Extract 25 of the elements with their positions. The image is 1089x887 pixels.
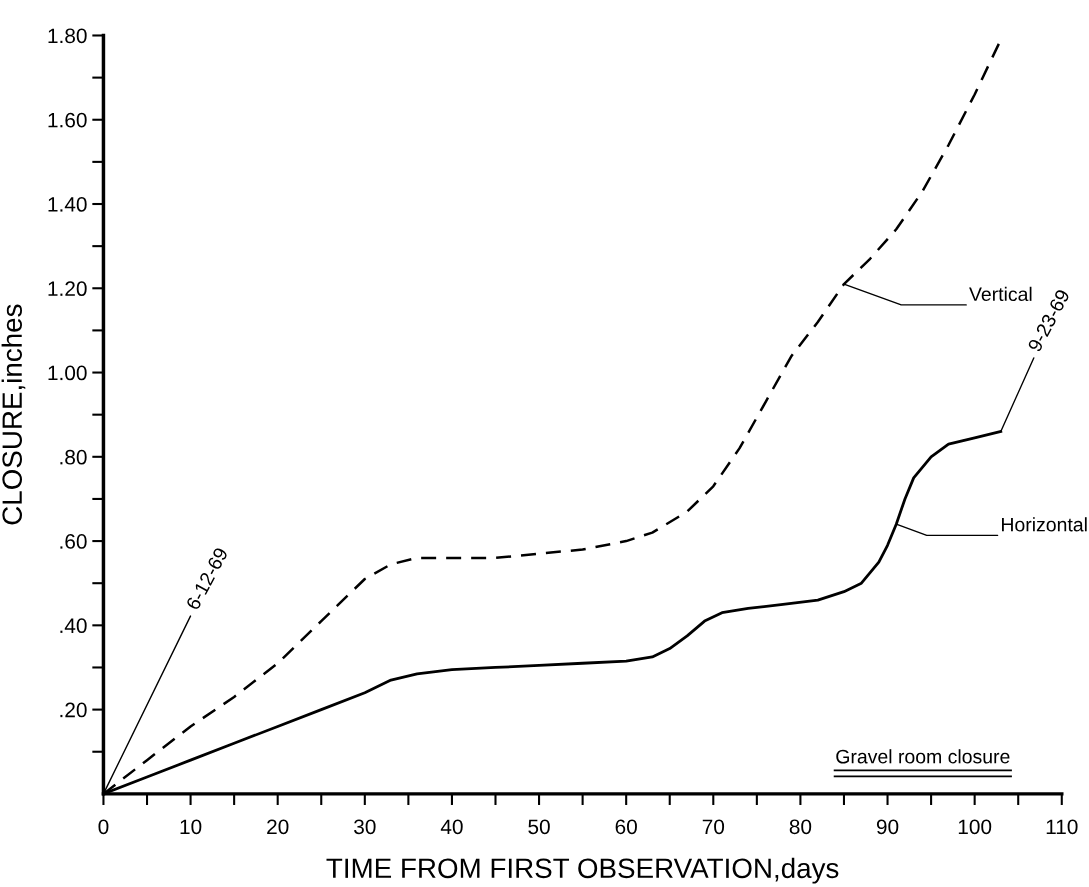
x-tick-label: 50	[528, 819, 550, 835]
annotation: Gravel room closure	[836, 749, 1010, 764]
x-tick-label: 70	[702, 819, 725, 835]
x-tick-label: 90	[876, 819, 899, 835]
x-tick-label: 40	[440, 819, 463, 835]
x-tick-label: 110	[1046, 819, 1078, 835]
y-tick-label: 1.00	[48, 365, 87, 381]
annotation: Horizontal	[1002, 517, 1087, 532]
x-axis-title: TIME FROM FIRST OBSERVATION,days	[326, 857, 839, 884]
y-tick-label: .40	[60, 618, 87, 634]
x-tick-label: 0	[98, 819, 109, 835]
y-tick-label: 1.80	[48, 28, 87, 44]
x-tick-label: 10	[180, 819, 202, 835]
y-tick-label: 1.40	[48, 197, 87, 212]
x-tick-label: 100	[958, 819, 992, 835]
y-tick-label: .20	[60, 702, 87, 718]
x-tick-label: 80	[789, 819, 812, 835]
y-tick-label: .60	[60, 534, 87, 549]
x-tick-label: 60	[615, 819, 637, 835]
y-tick-label: 1.60	[48, 112, 87, 128]
x-tick-label: 20	[267, 819, 289, 835]
y-tick-label: 1.20	[48, 281, 87, 297]
y-tick-label: .80	[60, 449, 87, 465]
y-axis-title: CLOSURE,inches	[1, 304, 26, 525]
x-tick-label: 30	[354, 819, 376, 835]
